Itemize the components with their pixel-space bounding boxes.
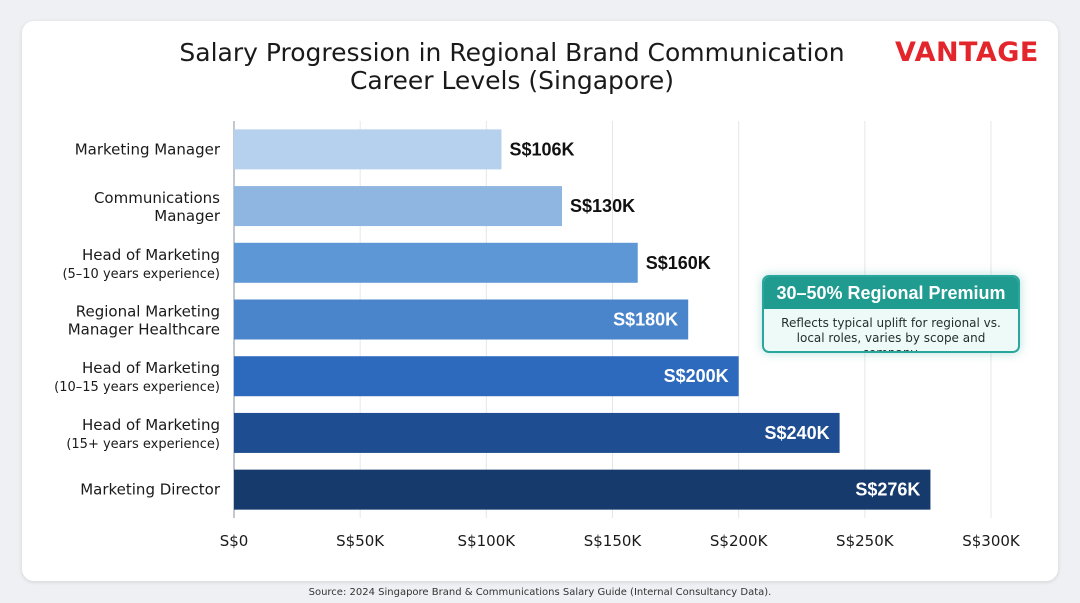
category-label: Marketing Manager <box>75 140 221 158</box>
value-label: S$160K <box>646 253 711 273</box>
category-label: Head of Marketing (15+ years experience) <box>66 416 220 452</box>
x-tick-label: S$0 <box>220 532 249 550</box>
chart-title: Salary Progression in Regional Brand Com… <box>172 39 852 95</box>
x-tick-label: S$250K <box>836 532 895 550</box>
chart-title-line-2: Career Levels (Singapore) <box>349 66 675 95</box>
regional-premium-callout: 30–50% Regional Premium Reflects typical… <box>762 275 1020 353</box>
category-label: Regional Marketing Manager Healthcare <box>68 303 220 339</box>
chart-title-line-1: Salary Progression in Regional Brand Com… <box>179 38 845 67</box>
bars <box>234 129 931 510</box>
x-tick-labels: S$0 S$50K S$100K S$150K S$200K S$250K S$300K <box>220 532 1021 550</box>
category-label: Communications Manager <box>94 189 221 225</box>
bar <box>234 356 739 397</box>
brand-logo: VANTAGE <box>895 37 1039 68</box>
value-label: S$200K <box>664 366 729 386</box>
bar <box>234 186 563 227</box>
value-label: S$180K <box>613 310 678 330</box>
bar <box>234 299 689 340</box>
category-labels: Marketing Manager Communications Manager He… <box>54 140 221 498</box>
bar <box>234 242 638 283</box>
x-tick-label: S$200K <box>710 532 769 550</box>
value-label: S$106K <box>509 139 574 159</box>
x-tick-label: S$300K <box>962 532 1021 550</box>
bar <box>234 412 840 453</box>
bar <box>234 129 502 170</box>
category-label: Marketing Director <box>80 481 221 499</box>
value-label: S$240K <box>765 423 830 443</box>
x-tick-label: S$50K <box>336 532 385 550</box>
category-label: Head of Marketing (5–10 years experience) <box>62 246 220 282</box>
value-label: S$130K <box>570 196 635 216</box>
category-label: Head of Marketing (10–15 years experience… <box>54 359 220 395</box>
callout-title: 30–50% Regional Premium <box>764 277 1018 309</box>
x-tick-label: S$100K <box>458 532 517 550</box>
callout-body: Reflects typical uplift for regional vs.… <box>781 316 1001 353</box>
value-labels: S$106K S$130K S$160K S$180K S$200K S$240K S$27… <box>509 139 920 499</box>
value-label: S$276K <box>855 480 920 500</box>
source-note: Source: 2024 Singapore Brand & Communica… <box>308 587 772 598</box>
bar <box>234 469 931 510</box>
x-tick-label: S$150K <box>584 532 643 550</box>
